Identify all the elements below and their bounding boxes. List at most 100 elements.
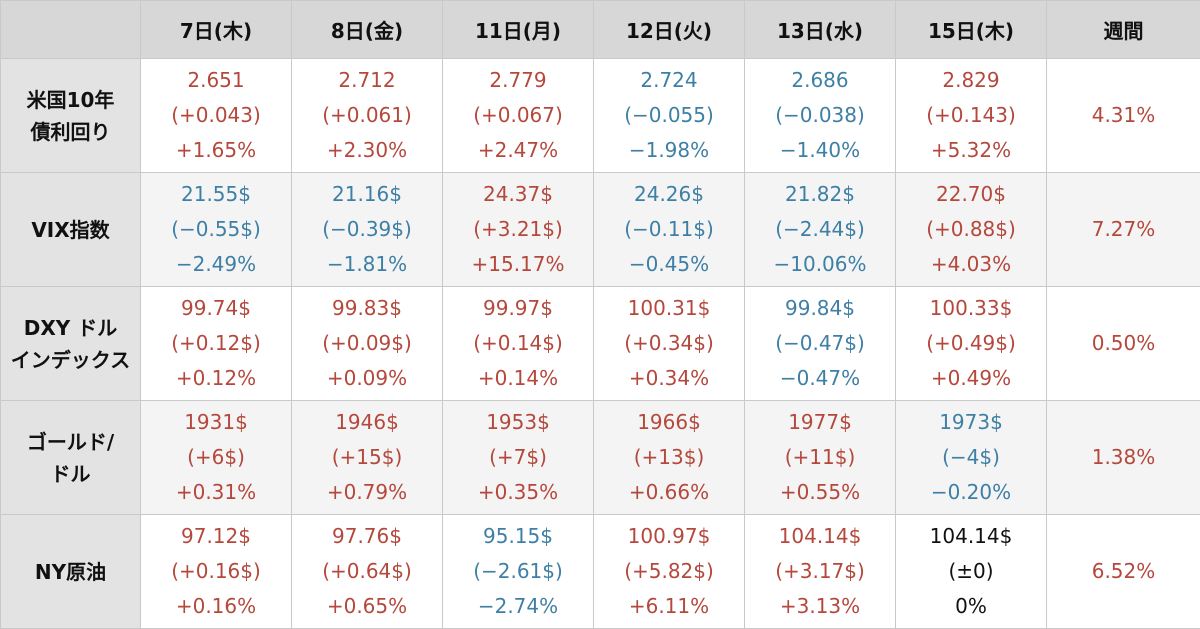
cell-change: (+11$) (784, 445, 856, 469)
cell-pct: −1.98% (628, 138, 710, 162)
data-cell: 99.97$ (+0.14$) +0.14% (442, 286, 594, 401)
row-label: DXY ドル インデックス (0, 286, 141, 401)
cell-value: 22.70$ (936, 182, 1006, 206)
cell-pct: +15.17% (471, 252, 565, 276)
cell-pct: −1.81% (326, 252, 408, 276)
cell-change: (+0.88$) (926, 217, 1016, 241)
cell-value: 24.37$ (483, 182, 553, 206)
data-cell: 2.829 (+0.143) +5.32% (895, 58, 1047, 173)
data-cell: 100.33$ (+0.49$) +0.49% (895, 286, 1047, 401)
cell-change: (±0) (948, 559, 994, 583)
cell-pct: −0.47% (779, 366, 861, 390)
cell-change: (−4$) (942, 445, 1000, 469)
data-cell: 99.84$ (−0.47$) −0.47% (744, 286, 896, 401)
cell-change: (+3.21$) (473, 217, 563, 241)
weekly-change-cell: 7.27% (1046, 172, 1200, 287)
data-cell: 21.82$ (−2.44$) −10.06% (744, 172, 896, 287)
cell-pct: +0.55% (779, 480, 861, 504)
cell-pct: 0% (955, 594, 987, 618)
data-cell: 99.74$ (+0.12$) +0.12% (140, 286, 292, 401)
weekly-change-cell: 1.38% (1046, 400, 1200, 515)
cell-value: 99.83$ (332, 296, 402, 320)
cell-change: (−0.47$) (775, 331, 865, 355)
cell-change: (+3.17$) (775, 559, 865, 583)
cell-value: 95.15$ (483, 524, 553, 548)
row-label-line: 米国10年 (26, 87, 115, 112)
header-day-1: 7日(木) (140, 0, 292, 59)
data-cell: 1966$ (+13$) +0.66% (593, 400, 745, 515)
cell-value: 2.779 (489, 68, 547, 92)
cell-change: (+0.64$) (322, 559, 412, 583)
cell-value: 104.14$ (929, 524, 1013, 548)
cell-change: (+0.061) (322, 103, 412, 127)
data-cell: 95.15$ (−2.61$) −2.74% (442, 514, 594, 629)
cell-value: 97.76$ (332, 524, 402, 548)
cell-value: 1953$ (486, 410, 550, 434)
cell-change: (−0.55$) (171, 217, 261, 241)
cell-value: 1973$ (939, 410, 1003, 434)
data-cell: 104.14$ (+3.17$) +3.13% (744, 514, 896, 629)
table-row: ゴールド/ドル 1931$ (+6$) +0.31% 1946$ (+15$) +0.79%… (0, 400, 1200, 515)
table-row: NY原油 97.12$ (+0.16$) +0.16% 97.76$ (+0.64$) +0… (0, 514, 1200, 629)
header-corner-cell (0, 0, 141, 59)
cell-change: (+0.16$) (171, 559, 261, 583)
cell-change: (+6$) (187, 445, 245, 469)
cell-value: 24.26$ (634, 182, 704, 206)
weekly-change-cell: 6.52% (1046, 514, 1200, 629)
data-cell: 2.712 (+0.061) +2.30% (291, 58, 443, 173)
data-cell: 1953$ (+7$) +0.35% (442, 400, 594, 515)
cell-value: 100.97$ (627, 524, 711, 548)
cell-pct: +2.30% (326, 138, 408, 162)
cell-value: 100.33$ (929, 296, 1013, 320)
cell-pct: +6.11% (628, 594, 710, 618)
cell-value: 99.97$ (483, 296, 553, 320)
data-cell: 21.16$ (−0.39$) −1.81% (291, 172, 443, 287)
cell-value: 99.74$ (181, 296, 251, 320)
header-day-3: 11日(月) (442, 0, 594, 59)
cell-value: 104.14$ (778, 524, 862, 548)
table-row: VIX指数 21.55$ (−0.55$) −2.49% 21.16$ (−0.39$) −… (0, 172, 1200, 287)
cell-pct: +0.35% (477, 480, 559, 504)
cell-pct: −2.74% (477, 594, 559, 618)
cell-value: 2.712 (338, 68, 396, 92)
row-label: 米国10年 債利回り (0, 58, 141, 173)
data-cell: 24.26$ (−0.11$) −0.45% (593, 172, 745, 287)
cell-pct: +3.13% (779, 594, 861, 618)
data-cell: 21.55$ (−0.55$) −2.49% (140, 172, 292, 287)
cell-change: (−0.11$) (624, 217, 714, 241)
cell-pct: +0.16% (175, 594, 257, 618)
cell-value: 1966$ (637, 410, 701, 434)
data-cell: 104.14$ (±0) 0% (895, 514, 1047, 629)
cell-pct: +0.34% (628, 366, 710, 390)
cell-value: 2.724 (640, 68, 698, 92)
cell-change: (+0.34$) (624, 331, 714, 355)
cell-change: (+7$) (489, 445, 547, 469)
cell-value: 1946$ (335, 410, 399, 434)
data-cell: 1973$ (−4$) −0.20% (895, 400, 1047, 515)
row-label: VIX指数 (0, 172, 141, 287)
row-label: NY原油 (0, 514, 141, 629)
cell-pct: +0.12% (175, 366, 257, 390)
row-label: ゴールド/ドル (0, 400, 141, 515)
data-cell: 1946$ (+15$) +0.79% (291, 400, 443, 515)
cell-pct: +0.65% (326, 594, 408, 618)
cell-pct: +0.66% (628, 480, 710, 504)
data-cell: 2.686 (−0.038) −1.40% (744, 58, 896, 173)
cell-change: (−2.61$) (473, 559, 563, 583)
cell-pct: +0.31% (175, 480, 257, 504)
cell-value: 21.55$ (181, 182, 251, 206)
cell-pct: −10.06% (773, 252, 867, 276)
row-label-line: ドル (50, 461, 91, 486)
cell-pct: −0.45% (628, 252, 710, 276)
row-label-line: NY原油 (34, 559, 107, 584)
cell-value: 97.12$ (181, 524, 251, 548)
data-cell: 97.12$ (+0.16$) +0.16% (140, 514, 292, 629)
cell-change: (+0.143) (926, 103, 1016, 127)
cell-pct: +0.49% (930, 366, 1012, 390)
header-day-5: 13日(水) (744, 0, 896, 59)
cell-pct: +0.14% (477, 366, 559, 390)
data-cell: 100.31$ (+0.34$) +0.34% (593, 286, 745, 401)
weekly-change-cell: 4.31% (1046, 58, 1200, 173)
table-row: 米国10年 債利回り 2.651 (+0.043) +1.65% 2.712 (+0.061… (0, 58, 1200, 173)
data-cell: 100.97$ (+5.82$) +6.11% (593, 514, 745, 629)
